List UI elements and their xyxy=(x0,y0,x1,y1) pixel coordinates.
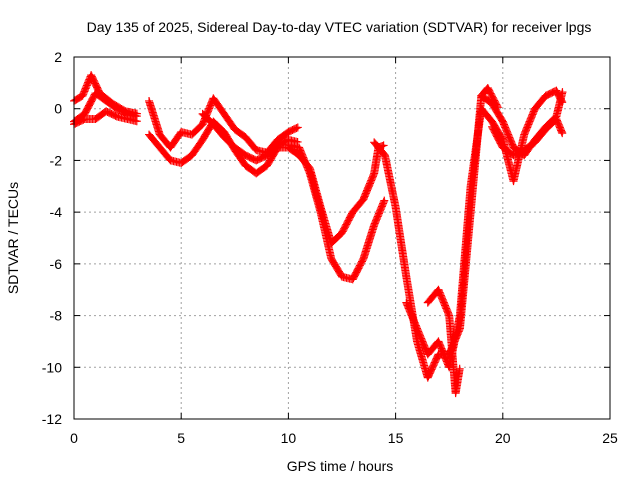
plus-marker xyxy=(557,96,566,105)
x-tick-label: 0 xyxy=(70,430,78,446)
series-track-b xyxy=(70,71,141,118)
axis-tick-labels: 0 5 10 15 20 25 -12 -10 -8 -6 -4 -2 0 2 xyxy=(42,49,618,446)
y-axis-label: SDTVAR / TECUs xyxy=(5,182,21,294)
series-track-j xyxy=(402,106,486,372)
series-track-n xyxy=(488,115,567,160)
y-tick-label: 0 xyxy=(54,101,62,117)
chart-title: Day 135 of 2025, Sidereal Day-to-day VTE… xyxy=(87,19,592,35)
y-tick-label: -4 xyxy=(50,204,63,220)
plus-marker xyxy=(380,196,389,205)
y-tick-label: -8 xyxy=(50,308,63,324)
plus-marker xyxy=(558,98,567,107)
plot-frame xyxy=(73,56,611,420)
x-tick-label: 25 xyxy=(602,430,618,446)
x-tick-label: 20 xyxy=(495,430,511,446)
x-axis-label: GPS time / hours xyxy=(287,458,394,474)
y-tick-label: -2 xyxy=(50,152,63,168)
plus-marker xyxy=(132,117,141,126)
y-tick-label: -6 xyxy=(50,256,63,272)
plus-marker xyxy=(558,129,567,138)
plus-marker xyxy=(455,364,464,373)
plus-marker xyxy=(132,109,141,118)
x-tick-label: 5 xyxy=(177,430,185,446)
y-tick-label: -10 xyxy=(42,359,62,375)
x-tick-label: 15 xyxy=(388,430,404,446)
series-track-f xyxy=(198,109,302,165)
axis-ticks xyxy=(73,56,611,420)
x-tick-label: 10 xyxy=(281,430,297,446)
y-tick-label: -12 xyxy=(42,411,62,427)
series-track-k xyxy=(423,285,464,398)
plus-marker xyxy=(293,123,302,132)
y-tick-label: 2 xyxy=(54,49,62,65)
plus-marker xyxy=(292,124,301,133)
data-points xyxy=(70,71,567,398)
series-track-c xyxy=(70,107,141,129)
